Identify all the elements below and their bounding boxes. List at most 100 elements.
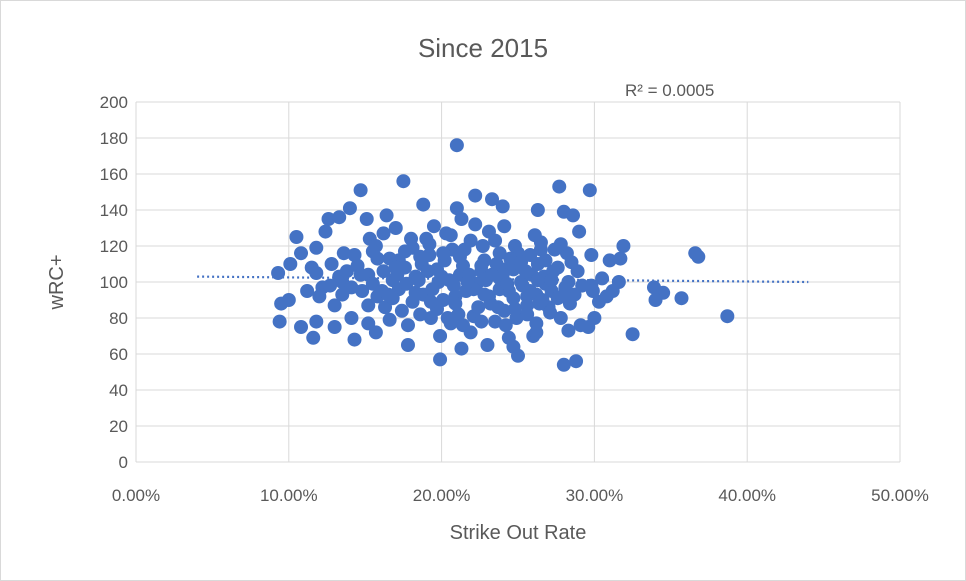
data-point xyxy=(332,210,347,225)
data-point xyxy=(720,309,735,324)
x-tick-label: 20.00% xyxy=(413,486,471,505)
y-tick-label: 140 xyxy=(100,201,128,220)
data-point xyxy=(376,264,391,279)
data-point xyxy=(309,266,324,280)
r-squared-annotation: R² = 0.0005 xyxy=(625,81,714,100)
data-point xyxy=(527,228,542,243)
x-tick-label: 50.00% xyxy=(871,486,929,505)
data-point xyxy=(404,231,419,246)
data-point xyxy=(388,221,403,235)
data-point xyxy=(556,357,571,372)
data-point xyxy=(492,246,507,261)
data-point xyxy=(394,303,409,318)
data-point xyxy=(585,284,600,298)
x-axis-title: Strike Out Rate xyxy=(450,522,587,544)
data-point xyxy=(353,183,368,198)
data-point xyxy=(555,289,570,304)
data-point xyxy=(420,264,435,279)
data-point xyxy=(552,179,567,194)
data-point xyxy=(413,307,428,322)
data-point xyxy=(289,230,304,244)
data-point xyxy=(400,318,415,333)
data-point xyxy=(455,318,470,333)
data-point xyxy=(359,212,374,226)
data-point xyxy=(365,244,380,259)
data-point xyxy=(544,273,559,288)
data-point xyxy=(582,183,597,198)
y-axis-ticks: 0 20 40 60 80 100 120 140 160 180 200 xyxy=(100,93,128,472)
data-point xyxy=(584,248,599,262)
x-tick-label: 40.00% xyxy=(718,486,776,505)
data-point xyxy=(581,320,596,334)
data-point xyxy=(381,287,396,302)
data-point xyxy=(530,203,545,217)
data-point xyxy=(523,284,538,298)
data-point xyxy=(520,307,535,322)
data-point xyxy=(433,352,448,367)
data-point xyxy=(616,239,631,253)
data-point xyxy=(530,273,545,288)
data-point xyxy=(575,278,590,293)
data-point xyxy=(498,318,513,333)
data-point xyxy=(347,248,362,262)
data-point xyxy=(327,320,342,334)
y-tick-label: 180 xyxy=(100,129,128,148)
data-point xyxy=(648,293,663,307)
data-point xyxy=(327,298,342,313)
data-point xyxy=(477,287,492,302)
data-point xyxy=(336,246,351,261)
data-point xyxy=(344,311,359,325)
data-point xyxy=(388,260,403,275)
data-point xyxy=(460,275,475,289)
data-point xyxy=(271,266,286,280)
data-point xyxy=(529,325,544,340)
data-point xyxy=(507,302,522,316)
data-point xyxy=(475,239,490,253)
data-point xyxy=(283,257,298,271)
data-point xyxy=(309,314,324,329)
data-point xyxy=(397,244,412,259)
data-point xyxy=(535,293,550,307)
data-point xyxy=(436,246,451,261)
data-point xyxy=(625,327,640,342)
x-tick-label: 0.00% xyxy=(112,486,160,505)
data-point xyxy=(272,314,287,329)
data-point xyxy=(376,226,391,241)
data-point xyxy=(382,312,397,327)
data-point xyxy=(570,264,585,279)
data-point xyxy=(497,219,512,234)
data-point xyxy=(318,224,333,239)
data-point xyxy=(474,314,489,329)
data-point xyxy=(674,291,689,306)
data-point xyxy=(602,253,617,268)
data-point xyxy=(500,276,515,291)
data-point xyxy=(514,255,529,270)
x-tick-label: 10.00% xyxy=(260,486,318,505)
data-point xyxy=(449,201,464,216)
data-point xyxy=(489,257,504,271)
data-point xyxy=(448,296,463,311)
data-point xyxy=(422,237,437,252)
data-point xyxy=(433,329,448,343)
data-point xyxy=(361,298,376,313)
data-point xyxy=(423,294,438,309)
data-point xyxy=(485,267,500,282)
data-point xyxy=(503,251,518,266)
data-point xyxy=(454,341,469,356)
data-point xyxy=(339,264,354,279)
data-point xyxy=(294,320,309,334)
data-point xyxy=(342,201,357,216)
data-point xyxy=(413,249,428,264)
data-point xyxy=(506,291,521,306)
y-tick-label: 60 xyxy=(109,345,128,364)
data-point xyxy=(547,242,562,257)
data-point xyxy=(491,300,506,315)
data-point xyxy=(434,269,449,284)
chart-title: Since 2015 xyxy=(418,33,548,63)
data-point xyxy=(463,233,478,248)
data-point xyxy=(543,305,558,320)
data-point xyxy=(566,208,581,223)
data-point xyxy=(368,325,383,340)
